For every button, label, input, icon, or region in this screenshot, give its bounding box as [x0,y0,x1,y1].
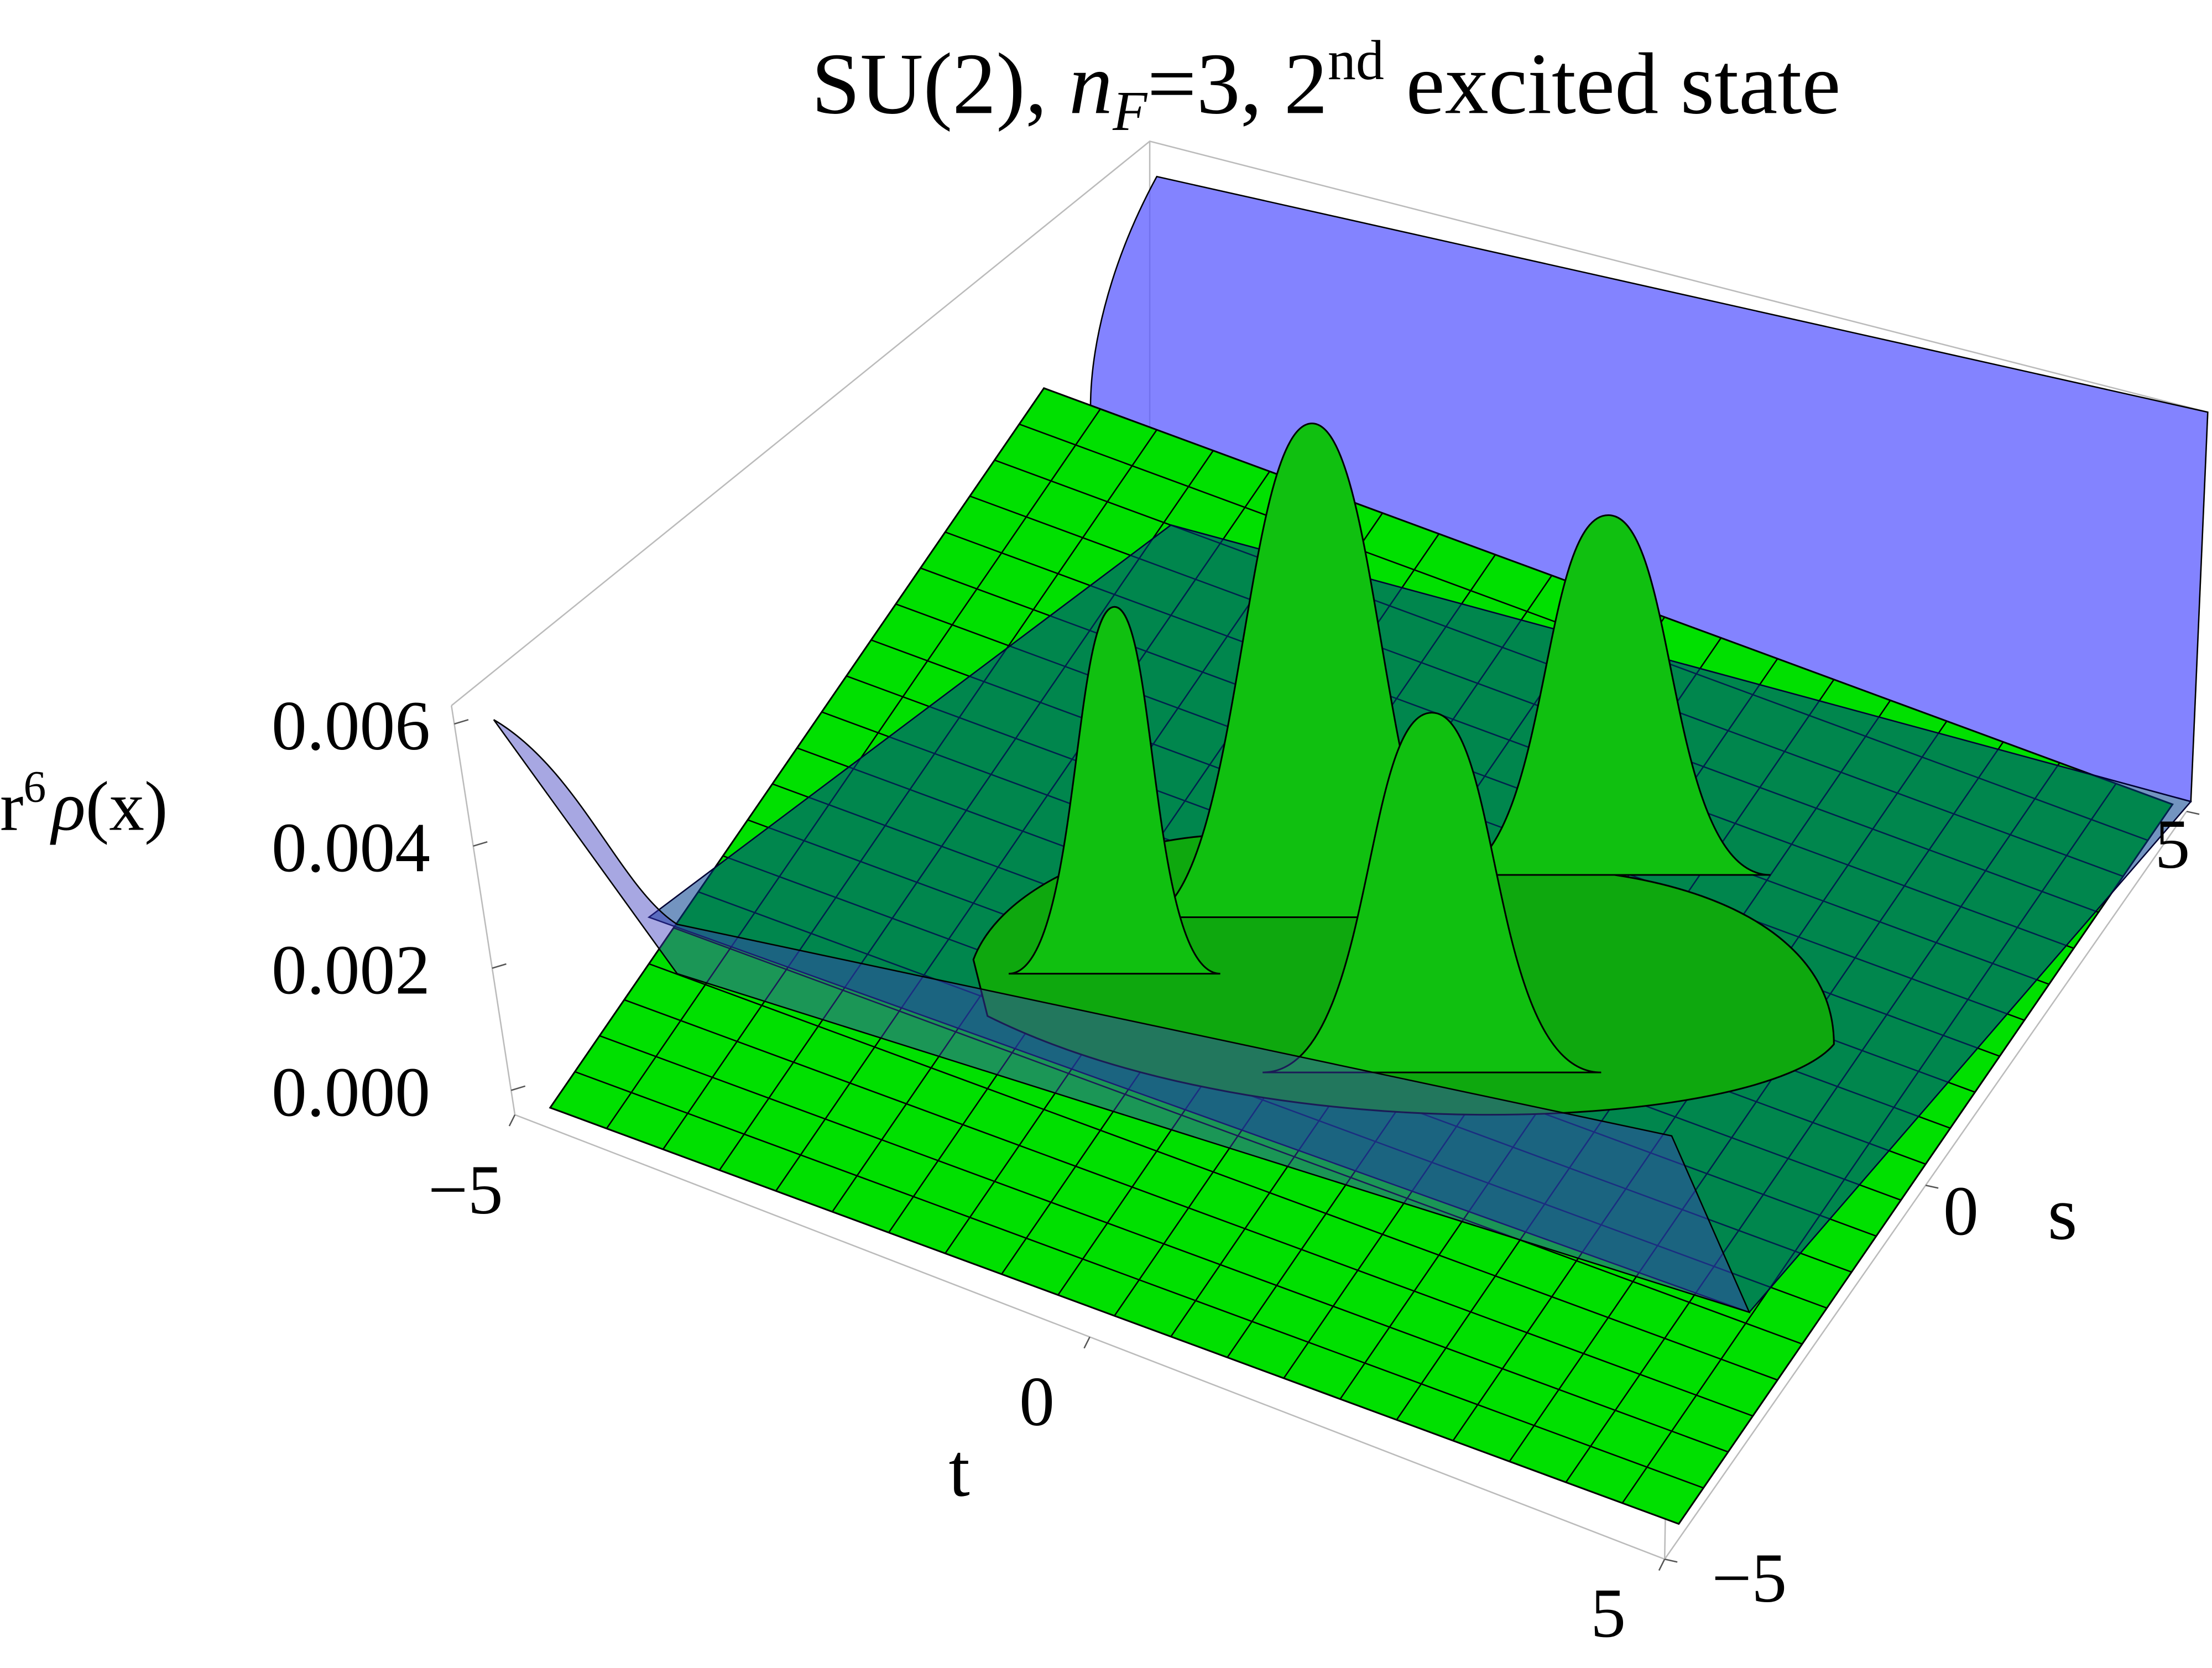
z-tick [473,841,488,847]
title-part: nd [1328,29,1384,92]
green-peak [1262,712,1601,1073]
z-tick-label: 0.000 [272,1052,430,1131]
chart-title: SU(2), nF=3, 2nd excited state [811,29,1840,143]
green-peak [1008,606,1220,975]
z-axis-label: r6 ρ(x) [0,761,168,845]
y-tick-label: 0 [1943,1171,1979,1250]
x-tick-label: −5 [428,1150,503,1229]
z-label-part: (x) [86,767,168,845]
y-tick-label: −5 [1712,1539,1787,1617]
z-tick-label: 0.006 [272,686,430,765]
z-label-part: 6 [23,761,46,811]
blue-surface-front [493,719,1751,1313]
z-tick [492,963,507,969]
y-tick [1664,1558,1678,1563]
title-part: excited state [1384,35,1841,132]
green-peaks [972,423,1835,1116]
z-tick-label: 0.004 [272,809,430,887]
box-edge [451,705,516,1115]
x-axis-label: t [949,1427,970,1512]
title-part: F [1112,80,1148,143]
y-tick [1925,1184,1939,1189]
x-tick-label: 5 [1590,1574,1626,1653]
y-tick [2186,810,2200,815]
title-part: =3, 2 [1147,35,1327,132]
title-part: n [1069,35,1113,132]
y-tick-label: 5 [2155,805,2190,883]
x-tick-label: 0 [1019,1362,1055,1441]
y-axis-label: s [2048,1171,2078,1255]
x-tick [1658,1558,1666,1571]
x-tick [1083,1336,1091,1349]
z-label-part: r [0,767,23,845]
x-tick [508,1114,516,1127]
z-tick [454,719,469,725]
z-label-part: ρ [50,767,86,845]
title-part: SU(2), [811,35,1069,132]
green-peak [1446,514,1771,876]
z-tick [510,1085,526,1091]
z-tick-label: 0.002 [272,931,430,1009]
